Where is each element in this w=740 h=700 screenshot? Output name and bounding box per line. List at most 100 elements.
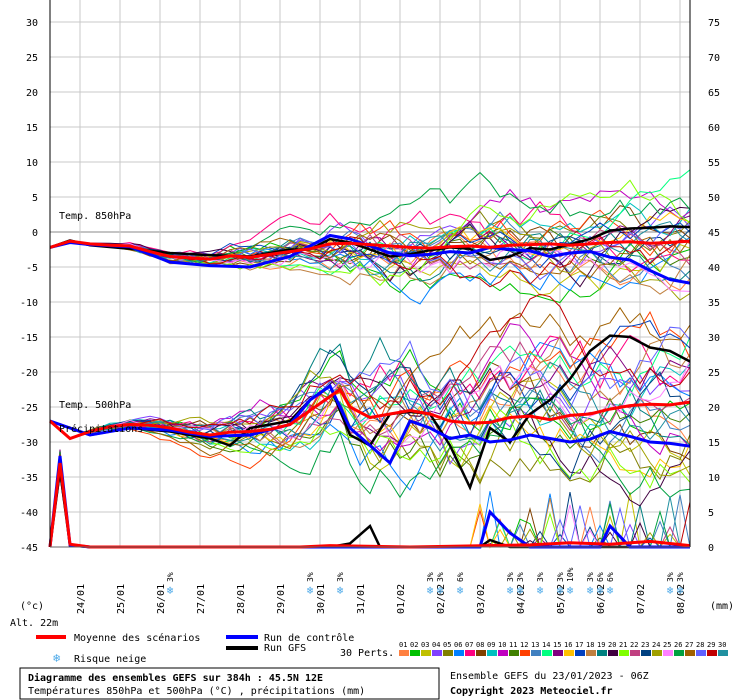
member-number: 17 bbox=[575, 641, 583, 649]
member-swatch bbox=[421, 650, 431, 656]
copyright: Copyright 2023 Meteociel.fr bbox=[450, 685, 613, 697]
snow-risk-pct: 3% bbox=[306, 572, 315, 582]
member-line-precip bbox=[49, 449, 690, 548]
footer-title: Diagramme des ensembles GEFS sur 384h : … bbox=[28, 672, 323, 684]
member-line-850 bbox=[49, 222, 691, 269]
annotation-850: Temp. 850hPa bbox=[59, 211, 131, 222]
member-swatch bbox=[597, 650, 607, 656]
member-line-850 bbox=[49, 201, 691, 273]
annotation-precip: Précipitations bbox=[59, 423, 143, 435]
member-number: 19 bbox=[597, 641, 605, 649]
y-tick-left: -40 bbox=[20, 508, 38, 519]
x-tick-label: 07/02 bbox=[636, 584, 647, 614]
snowflake-icon: ❄ bbox=[427, 584, 434, 597]
member-number: 21 bbox=[619, 641, 627, 649]
member-swatch bbox=[542, 650, 552, 656]
snow-risk-pct: 10% bbox=[566, 567, 575, 582]
member-swatch bbox=[652, 650, 662, 656]
snow-risk-pct: 3% bbox=[586, 572, 595, 582]
x-tick-label: 05/02 bbox=[556, 584, 567, 614]
mean-line-500 bbox=[49, 387, 691, 441]
member-number: 08 bbox=[476, 641, 484, 649]
member-number: 25 bbox=[663, 641, 671, 649]
legend-mean-label: Moyenne des scénarios bbox=[74, 632, 200, 644]
main-lines bbox=[48, 225, 691, 549]
snow-risk-pct: 6% bbox=[456, 572, 465, 582]
y-tick-right: 10 bbox=[708, 473, 720, 484]
member-line-500 bbox=[49, 311, 691, 470]
y-tick-left: -5 bbox=[26, 263, 38, 274]
x-tick-label: 04/02 bbox=[516, 584, 527, 614]
member-number: 30 bbox=[718, 641, 726, 649]
x-tick-label: 31/01 bbox=[356, 584, 367, 614]
member-swatch bbox=[487, 650, 497, 656]
footer-subtitle: Températures 850hPa et 500hPa (°C) , pré… bbox=[28, 685, 365, 697]
member-line-precip bbox=[49, 458, 690, 549]
y-tick-left: -15 bbox=[20, 333, 38, 344]
control-line-850 bbox=[49, 233, 691, 285]
member-number: 02 bbox=[410, 641, 418, 649]
member-swatch bbox=[630, 650, 640, 656]
snowflake-icon: ❄ bbox=[437, 584, 444, 597]
run-info: Ensemble GEFS du 23/01/2023 - 06Z bbox=[450, 671, 649, 682]
snowflake-icon: ❄ bbox=[507, 584, 514, 597]
y-tick-left: -10 bbox=[20, 298, 38, 309]
snowflake-icon: ❄ bbox=[597, 584, 604, 597]
x-tick-label: 06/02 bbox=[596, 584, 607, 614]
y-tick-right: 35 bbox=[708, 298, 720, 309]
member-number: 23 bbox=[641, 641, 649, 649]
member-swatch bbox=[674, 650, 684, 656]
y-tick-left: 15 bbox=[26, 123, 38, 134]
left-unit-label: (°c) bbox=[20, 601, 44, 612]
member-lines bbox=[49, 169, 691, 549]
snow-risk-pct: 3% bbox=[336, 572, 345, 582]
member-number: 27 bbox=[685, 641, 693, 649]
member-swatch bbox=[509, 650, 519, 656]
y-tick-left: -25 bbox=[20, 403, 38, 414]
x-tick-label: 24/01 bbox=[76, 584, 87, 614]
y-tick-right: 25 bbox=[708, 368, 720, 379]
member-line-500 bbox=[49, 323, 691, 456]
member-number: 28 bbox=[696, 641, 704, 649]
y-tick-left: 30 bbox=[26, 18, 38, 29]
member-swatch bbox=[399, 650, 409, 656]
member-number: 14 bbox=[542, 641, 550, 649]
y-tick-right: 15 bbox=[708, 438, 720, 449]
right-unit-label: (mm) bbox=[710, 601, 734, 612]
x-tick-label: 25/01 bbox=[116, 584, 127, 614]
member-line-precip bbox=[49, 450, 690, 548]
member-number: 24 bbox=[652, 641, 660, 649]
member-number: 16 bbox=[564, 641, 572, 649]
legend-control-label: Run de contrôle bbox=[264, 632, 354, 644]
member-swatch bbox=[663, 650, 673, 656]
y-tick-right: 20 bbox=[708, 403, 720, 414]
x-tick-label: 30/01 bbox=[316, 584, 327, 614]
member-swatch bbox=[685, 650, 695, 656]
y-tick-right: 45 bbox=[708, 228, 720, 239]
legend: Moyenne des scénarios Run de contrôle Ru… bbox=[36, 632, 354, 665]
y-tick-right: 60 bbox=[708, 123, 720, 134]
member-swatch bbox=[707, 650, 717, 656]
member-number: 22 bbox=[630, 641, 638, 649]
member-number: 26 bbox=[674, 641, 682, 649]
member-line-precip bbox=[49, 454, 691, 548]
y-tick-right: 50 bbox=[708, 193, 720, 204]
member-swatch bbox=[553, 650, 563, 656]
member-swatch bbox=[454, 650, 464, 656]
member-swatch bbox=[476, 650, 486, 656]
member-swatch bbox=[575, 650, 585, 656]
snowflake-icon: ❄ bbox=[337, 584, 344, 597]
snowflake-icon: ❄ bbox=[457, 584, 464, 597]
member-number: 13 bbox=[531, 641, 539, 649]
member-number: 29 bbox=[707, 641, 715, 649]
member-line-500 bbox=[49, 293, 691, 439]
y-tick-left: 0 bbox=[32, 228, 38, 239]
snowflake-icon: ❄ bbox=[53, 651, 60, 665]
legend-gfs-label: Run GFS bbox=[264, 643, 306, 654]
annotation-500: Temp. 500hPa bbox=[59, 400, 131, 411]
snowflake-icon: ❄ bbox=[607, 584, 614, 597]
member-swatch bbox=[531, 650, 541, 656]
control-line-500 bbox=[49, 383, 691, 466]
snow-risk-pct: 6% bbox=[596, 572, 605, 582]
